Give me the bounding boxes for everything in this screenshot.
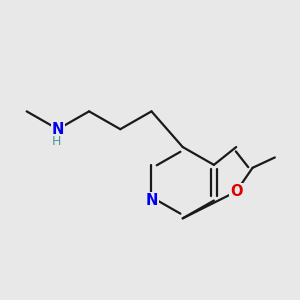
Text: N: N xyxy=(52,122,64,137)
Text: O: O xyxy=(230,184,242,199)
Text: H: H xyxy=(52,135,61,148)
Text: N: N xyxy=(145,193,158,208)
